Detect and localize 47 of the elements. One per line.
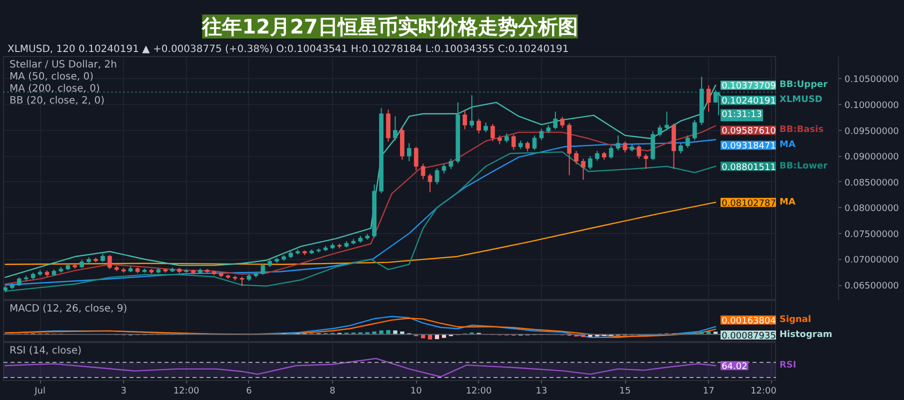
data-label: 0.09587610 — [722, 126, 776, 137]
x-tick-label: 6 — [246, 386, 252, 396]
text: Signal — [780, 315, 812, 325]
text: MA — [780, 197, 796, 208]
x-tick-label: 12:00 — [750, 386, 777, 396]
data-label: 0.09318471 — [722, 142, 776, 152]
annotation: 0.00087935 — [722, 332, 776, 342]
x-tick-label: 13 — [536, 386, 548, 396]
data-label: 0.10373709 — [722, 82, 776, 92]
y-tick-label: 0.07000000 — [844, 256, 900, 266]
text: RSI (14, close) — [10, 346, 82, 356]
annotation: 0.10240191 — [722, 96, 776, 107]
annotation: Stellar / US Dollar, 2h — [10, 60, 117, 70]
text: Histogram — [780, 330, 832, 340]
annotation: 0.00163804 — [722, 316, 776, 326]
y-tick-label: 0.10000000 — [844, 100, 900, 111]
y-tick-label: 0.09500000 — [844, 126, 900, 137]
annotation: 64.02 — [722, 362, 748, 372]
annotation: 01:31:13 — [722, 110, 762, 120]
y-tick-label: 0.09000000 — [844, 152, 900, 163]
annotation: BB (20, close, 2, 0) — [10, 96, 105, 106]
text: BB:Upper — [780, 80, 828, 90]
x-tick-label: 3 — [120, 386, 126, 396]
text: BB:Basis — [780, 125, 824, 136]
data-label: 0.08801511 — [722, 162, 776, 173]
text: MACD (12, 26, close, 9) — [10, 304, 128, 314]
y-tick-label: 0.08000000 — [844, 204, 900, 214]
text: BB:Lower — [780, 161, 828, 172]
x-tick-label: 12:00 — [466, 386, 492, 396]
annotation: MA (200, close, 0) — [10, 84, 100, 94]
annotation: MA (50, close, 0) — [10, 72, 94, 82]
ref-line-label: XLMUSD — [780, 95, 822, 106]
text: MA — [780, 140, 796, 150]
y-tick-label: 0.08500000 — [844, 178, 900, 188]
x-tick-label: 10 — [410, 386, 422, 396]
chart-subtitle: XLMUSD, 120 0.10240191 ▲ +0.00038775 (+0.38%) O:0.10043541 H:0.10278184 L:0.10034355 C:0.10240191 — [8, 44, 569, 55]
text: RSI — [780, 360, 796, 371]
y-tick-label: 0.07500000 — [844, 230, 900, 240]
x-tick-label: 12:00 — [173, 386, 200, 396]
data-label: 0.08102787 — [722, 198, 776, 209]
y-tick-label: 0.06500000 — [844, 282, 900, 292]
x-tick-label: 8 — [330, 386, 336, 396]
x-tick-label: 15 — [619, 386, 631, 396]
y-tick-label: 0.10500000 — [844, 75, 900, 86]
x-tick-label: Jul — [34, 386, 46, 396]
x-tick-label: 17 — [702, 386, 714, 396]
chart-title: 往年12月27日恒星币实时价格走势分析图 — [201, 14, 578, 38]
